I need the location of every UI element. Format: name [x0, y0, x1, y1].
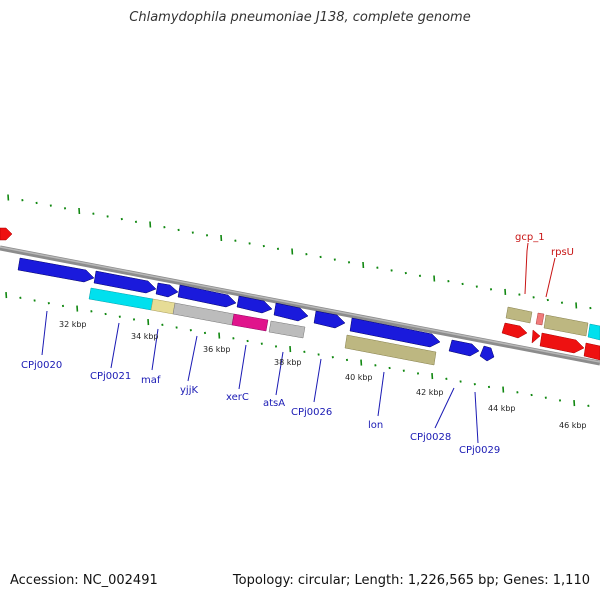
- gene-CPj0026[interactable]: [313, 310, 346, 329]
- gene-red-right[interactable]: [583, 342, 600, 361]
- gene-label-gcp_1[interactable]: gcp_1: [515, 232, 545, 243]
- kbp-label: 46 kbp: [559, 421, 587, 430]
- gene-labels: CPj0020 CPj0021 maf yjjK xerC atsA CPj00…: [21, 360, 500, 456]
- feature-cyan-right[interactable]: [587, 323, 600, 341]
- gene-xerC[interactable]: [236, 295, 273, 314]
- gene-gcp_1[interactable]: [501, 322, 528, 339]
- gene-label-CPj0029[interactable]: CPj0029: [459, 445, 500, 456]
- gene-lon[interactable]: [349, 317, 441, 348]
- forward-strand-genes: [17, 257, 495, 362]
- gene-rpsU[interactable]: [539, 332, 585, 354]
- red-leader-lines: [524, 242, 556, 298]
- gene-CPj0029[interactable]: [479, 345, 495, 362]
- gene-rpsU-small[interactable]: [531, 329, 541, 344]
- gene-label-atsA[interactable]: atsA: [263, 398, 285, 409]
- right-features: [501, 306, 600, 361]
- upper-tick-row: [7, 194, 592, 310]
- gene-label-CPj0020[interactable]: CPj0020: [21, 360, 62, 371]
- kbp-label: 34 kbp: [131, 332, 159, 341]
- gene-red-left[interactable]: [0, 227, 13, 241]
- feature-pink[interactable]: [535, 312, 545, 326]
- gene-label-maf[interactable]: maf: [141, 375, 161, 386]
- genome-info-text: Topology: circular; Length: 1,226,565 bp…: [232, 573, 590, 588]
- gene-label-yjjK[interactable]: yjjK: [180, 385, 198, 396]
- gene-labels-red: gcp_1 rpsU: [515, 232, 574, 258]
- feature-yellow[interactable]: [150, 298, 176, 315]
- kbp-label: 44 kbp: [488, 404, 516, 413]
- gene-label-lon[interactable]: lon: [368, 420, 383, 431]
- gene-maf[interactable]: [155, 282, 179, 298]
- feature-khaki-lon[interactable]: [344, 334, 437, 366]
- gene-label-xerC[interactable]: xerC: [226, 392, 249, 403]
- feature-track: [88, 287, 437, 366]
- gene-label-CPj0028[interactable]: CPj0028: [410, 432, 451, 443]
- kbp-label: 38 kbp: [274, 358, 302, 367]
- accession-text: Accession: NC_002491: [10, 573, 158, 588]
- kbp-label: 42 kbp: [416, 388, 444, 397]
- page-title: Chlamydophila pneumoniae J138, complete …: [129, 10, 471, 25]
- genome-backbone: [0, 245, 600, 366]
- feature-khaki-gcp[interactable]: [505, 306, 533, 324]
- feature-magenta[interactable]: [231, 313, 269, 332]
- gene-label-rpsU[interactable]: rpsU: [551, 247, 574, 258]
- lower-tick-row: [5, 292, 590, 407]
- kbp-label: 36 kbp: [203, 345, 231, 354]
- gene-atsA[interactable]: [273, 302, 309, 322]
- kbp-label: 32 kbp: [59, 320, 87, 329]
- kbp-labels: 32 kbp 34 kbp 36 kbp 38 kbp 40 kbp 42 kb…: [59, 320, 587, 430]
- gene-yjjK[interactable]: [177, 284, 237, 308]
- blue-leader-lines: [41, 310, 479, 444]
- gene-CPj0020[interactable]: [17, 257, 95, 283]
- gene-label-CPj0026[interactable]: CPj0026: [291, 407, 332, 418]
- gene-label-CPj0021[interactable]: CPj0021: [90, 371, 131, 382]
- gene-CPj0021[interactable]: [93, 270, 157, 294]
- feature-khaki-rpsU[interactable]: [543, 314, 589, 337]
- feature-grey-2[interactable]: [268, 320, 306, 339]
- kbp-label: 40 kbp: [345, 373, 373, 382]
- gene-CPj0028[interactable]: [448, 339, 480, 357]
